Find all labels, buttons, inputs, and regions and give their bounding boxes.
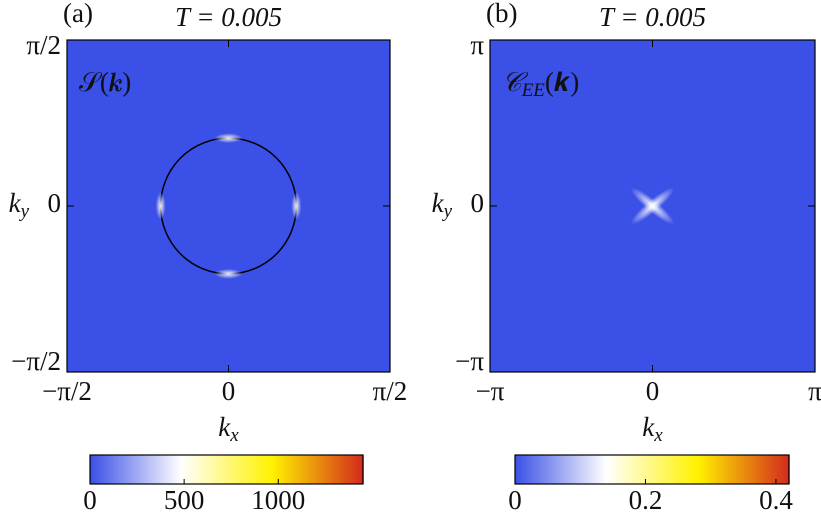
y-axis-label: ky xyxy=(9,188,30,222)
y-tick-label: −π/2 xyxy=(11,346,61,376)
panel-quantity-sub: EE xyxy=(521,80,546,101)
x-axis-label: kx xyxy=(218,412,239,446)
x-axis-label-sub: x xyxy=(229,425,239,446)
x-tick-label: π xyxy=(808,376,821,406)
x-tick-label: −π/2 xyxy=(42,376,92,406)
panel-label: (b) xyxy=(486,0,517,28)
y-tick-label: π xyxy=(470,30,484,60)
x-axis-label-sub: x xyxy=(653,425,663,446)
colorbar-tick-label: 1000 xyxy=(251,485,305,515)
x-axis-label-base: k xyxy=(218,412,231,442)
y-tick-label: 0 xyxy=(471,188,485,218)
x-axis-label-base: k xyxy=(642,412,655,442)
title: T = 0.005 xyxy=(599,2,706,32)
y-axis-label-sub: y xyxy=(442,201,453,222)
colorbar-tick-label: 500 xyxy=(164,485,205,515)
y-axis-label-base: k xyxy=(432,188,445,218)
colorbar-tick-label: 0.4 xyxy=(759,485,793,515)
x-axis-label: kx xyxy=(642,412,663,446)
x-tick-label: 0 xyxy=(222,376,236,406)
panel-quantity: 𝒞EE(𝒌) xyxy=(502,67,579,101)
title: T = 0.005 xyxy=(175,2,282,32)
center-glow xyxy=(630,187,675,225)
x-tick-label: π/2 xyxy=(373,376,408,406)
colorbar-tick-label: 0 xyxy=(83,485,97,515)
x-tick-label: 0 xyxy=(646,376,660,406)
y-tick-label: −π xyxy=(455,346,484,376)
hot-spot xyxy=(214,133,243,144)
y-tick-label: π/2 xyxy=(26,30,61,60)
hot-spot xyxy=(214,268,243,279)
panel-quantity-arg: (𝒌) xyxy=(545,67,579,97)
panel-label: (a) xyxy=(63,0,93,28)
x-tick-label: −π xyxy=(476,376,505,406)
hot-spot xyxy=(155,192,166,220)
y-axis-label-sub: y xyxy=(19,201,30,222)
y-axis-label: ky xyxy=(432,188,453,222)
colorbar-tick-label: 0.2 xyxy=(629,485,663,515)
y-tick-label: 0 xyxy=(48,188,62,218)
panel-quantity: 𝒮(𝒌) xyxy=(79,67,131,97)
heatmap xyxy=(67,40,390,372)
colorbar-tick-label: 0 xyxy=(508,485,522,515)
hot-spot xyxy=(291,192,302,220)
colorbar xyxy=(514,454,790,485)
colorbar xyxy=(89,454,364,485)
y-axis-label-base: k xyxy=(9,188,22,218)
